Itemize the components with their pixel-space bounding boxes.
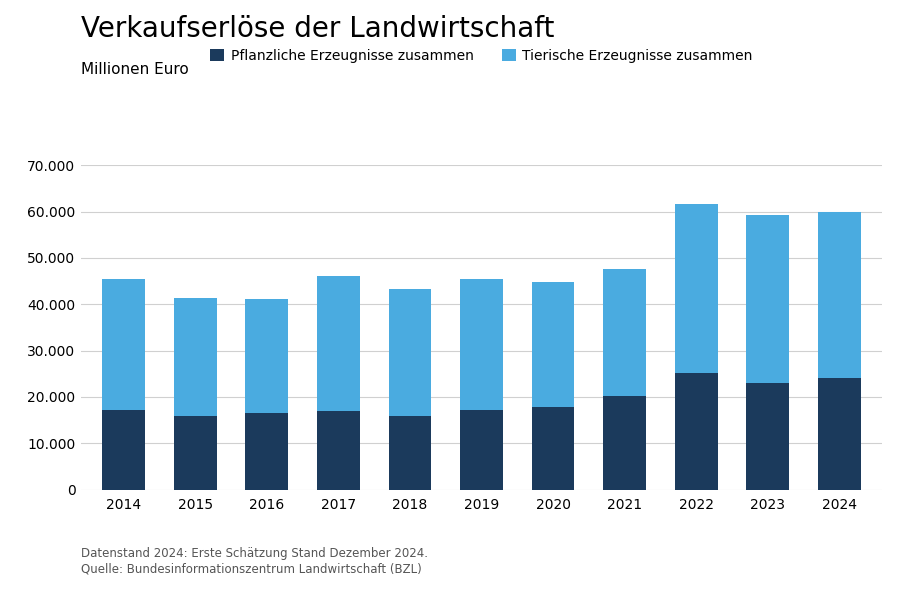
Bar: [317, 411, 360, 490]
Bar: [103, 410, 146, 490]
Legend: Pflanzliche Erzeugnisse zusammen, Tierische Erzeugnisse zusammen: Pflanzliche Erzeugnisse zusammen, Tieris…: [211, 49, 752, 63]
Bar: [174, 298, 217, 415]
Bar: [603, 396, 646, 490]
Bar: [174, 415, 217, 490]
Bar: [389, 417, 431, 490]
Bar: [460, 279, 503, 410]
Bar: [817, 212, 860, 378]
Bar: [389, 290, 431, 417]
Bar: [103, 279, 146, 410]
Bar: [603, 269, 646, 396]
Text: Millionen Euro: Millionen Euro: [81, 62, 189, 77]
Bar: [746, 383, 789, 490]
Bar: [246, 299, 288, 413]
Bar: [675, 373, 717, 490]
Text: Datenstand 2024: Erste Schätzung Stand Dezember 2024.
Quelle: Bundesinformations: Datenstand 2024: Erste Schätzung Stand D…: [81, 548, 428, 575]
Bar: [246, 413, 288, 490]
Bar: [532, 282, 574, 407]
Bar: [460, 410, 503, 490]
Bar: [532, 407, 574, 490]
Bar: [746, 215, 789, 383]
Bar: [817, 378, 860, 490]
Bar: [675, 204, 717, 373]
Text: Verkaufserlöse der Landwirtschaft: Verkaufserlöse der Landwirtschaft: [81, 15, 554, 42]
Bar: [317, 276, 360, 411]
